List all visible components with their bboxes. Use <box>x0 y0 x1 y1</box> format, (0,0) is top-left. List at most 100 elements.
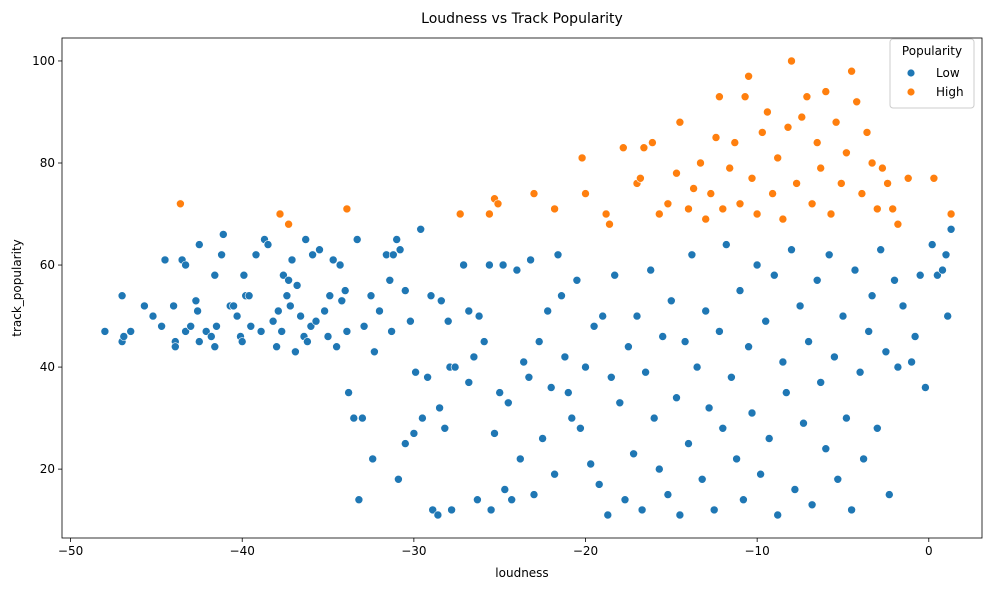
point-high-14 <box>618 143 628 152</box>
point-high-27 <box>706 189 716 198</box>
point-low-47 <box>285 301 295 311</box>
point-low-76 <box>370 347 379 357</box>
point-low-35 <box>246 321 256 331</box>
point-high-60 <box>867 158 877 168</box>
point-high-22 <box>675 117 685 127</box>
point-low-211 <box>907 357 916 367</box>
point-low-65 <box>337 296 347 306</box>
point-low-74 <box>366 291 376 301</box>
point-low-139 <box>594 480 604 489</box>
point-low-176 <box>752 260 762 270</box>
point-low-148 <box>632 311 642 321</box>
point-low-204 <box>872 423 882 433</box>
point-low-208 <box>890 275 899 285</box>
point-low-200 <box>855 367 865 377</box>
point-low-16 <box>191 296 201 306</box>
point-low-134 <box>572 275 582 285</box>
point-low-155 <box>663 490 673 499</box>
point-low-101 <box>447 505 456 515</box>
point-low-218 <box>941 250 951 260</box>
point-high-26 <box>701 214 711 224</box>
point-low-3 <box>126 327 135 336</box>
point-low-115 <box>500 485 510 494</box>
point-high-21 <box>672 168 681 178</box>
point-low-182 <box>778 357 788 367</box>
point-low-214 <box>921 383 930 392</box>
point-low-187 <box>799 418 808 428</box>
point-high-39 <box>763 107 772 117</box>
point-high-56 <box>847 66 856 76</box>
x-axis-title: loudness <box>495 566 548 580</box>
point-high-31 <box>725 163 735 173</box>
point-low-98 <box>440 423 450 433</box>
y-tick-label: 60 <box>40 258 55 272</box>
x-tick-label: −40 <box>230 544 255 558</box>
point-high-5 <box>485 209 494 219</box>
point-high-66 <box>903 174 913 183</box>
legend-label-high: High <box>936 85 964 99</box>
point-low-145 <box>620 495 630 505</box>
point-low-75 <box>368 454 378 464</box>
point-low-166 <box>709 505 719 515</box>
point-low-50 <box>292 281 302 290</box>
point-low-157 <box>672 393 681 403</box>
legend-marker-high <box>906 87 916 97</box>
point-high-68 <box>946 209 956 219</box>
point-high-3 <box>342 204 352 214</box>
point-low-168 <box>718 423 728 433</box>
point-high-7 <box>493 199 503 209</box>
point-low-62 <box>328 255 338 265</box>
point-low-85 <box>400 286 410 295</box>
point-low-80 <box>387 327 396 336</box>
point-low-171 <box>732 454 741 464</box>
point-low-5 <box>140 301 149 311</box>
point-low-55 <box>306 321 316 331</box>
point-low-217 <box>938 265 947 275</box>
point-low-213 <box>915 270 925 280</box>
point-low-70 <box>352 235 362 244</box>
point-low-108 <box>474 311 484 321</box>
point-low-53 <box>301 235 311 244</box>
point-high-36 <box>747 174 757 183</box>
point-low-89 <box>411 367 420 377</box>
point-low-48 <box>287 255 297 265</box>
point-low-125 <box>538 434 547 443</box>
point-low-36 <box>251 250 261 260</box>
point-high-24 <box>689 184 698 193</box>
legend-title: Popularity <box>902 44 962 58</box>
point-low-82 <box>392 235 402 244</box>
point-high-11 <box>581 189 590 198</box>
point-high-46 <box>797 112 807 122</box>
point-low-122 <box>526 255 535 265</box>
point-low-180 <box>769 270 779 280</box>
point-low-181 <box>773 510 783 520</box>
point-high-13 <box>605 219 614 229</box>
point-high-48 <box>807 199 817 209</box>
point-low-130 <box>557 291 566 301</box>
point-low-104 <box>464 306 474 316</box>
point-low-64 <box>335 260 345 270</box>
y-tick-label: 80 <box>40 156 55 170</box>
point-low-97 <box>436 296 446 306</box>
y-tick-label: 40 <box>40 360 55 374</box>
point-high-40 <box>768 189 777 198</box>
point-low-126 <box>543 306 553 316</box>
point-low-13 <box>181 260 190 270</box>
point-high-16 <box>636 174 645 183</box>
point-low-160 <box>684 439 693 448</box>
point-high-17 <box>639 143 649 152</box>
point-low-41 <box>272 342 281 352</box>
point-low-66 <box>340 286 350 295</box>
point-high-57 <box>852 97 862 107</box>
point-low-19 <box>195 240 204 249</box>
point-low-8 <box>160 255 170 265</box>
point-low-79 <box>385 275 395 285</box>
point-low-201 <box>859 454 868 464</box>
point-low-14 <box>181 327 190 336</box>
point-high-58 <box>857 189 867 198</box>
point-low-147 <box>629 449 638 459</box>
point-high-43 <box>783 123 793 132</box>
legend-label-low: Low <box>936 66 960 80</box>
point-low-24 <box>212 321 221 331</box>
point-high-28 <box>711 133 721 142</box>
